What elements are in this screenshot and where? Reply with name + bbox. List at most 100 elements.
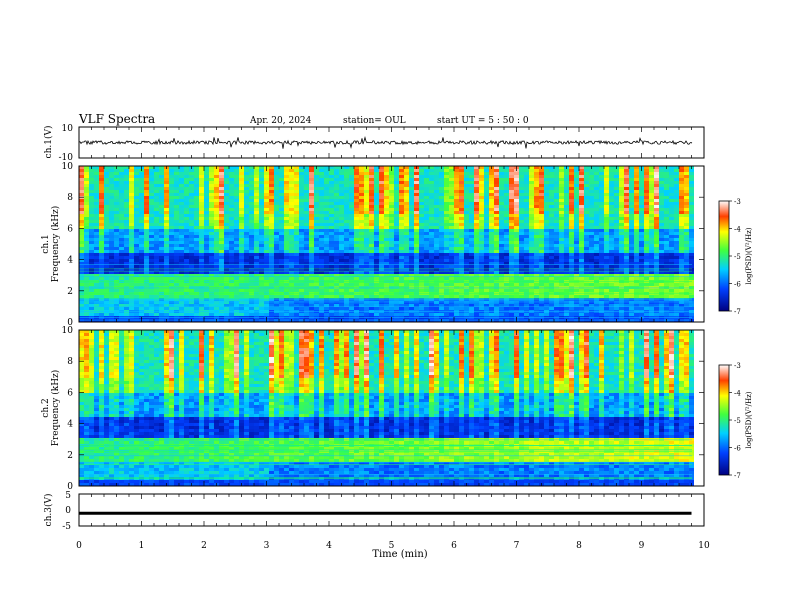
spectrogram-cell [484,307,490,311]
spectrogram-cell [314,229,320,233]
spectrogram-cell [509,265,515,269]
spectrogram-cell [324,247,330,251]
spectrogram-cell [529,304,535,308]
spectrogram-cell [354,241,360,245]
spectrogram-cell [289,259,295,263]
spectrogram-cell [279,235,285,239]
spectrogram-cell [204,169,210,173]
spectrogram-cell [379,262,385,266]
spectrogram-cell [184,247,190,251]
spectrogram-cell [299,223,305,227]
spectrogram-cell [269,205,275,209]
spectrogram-cell [509,196,515,200]
spectrogram-cell [419,310,425,314]
spectrogram-cell [189,313,195,317]
spectrogram-cell [259,214,265,218]
spectrogram-cell [184,319,190,323]
spectrogram-cell [449,175,455,179]
spectrogram-cell [494,178,500,182]
spectrogram-cell [299,307,305,311]
spectrogram-cell [84,292,90,296]
spectrogram-cell [129,229,135,233]
spectrogram-cell [344,178,350,182]
spectrogram-cell [374,313,380,317]
spectrogram-cell [124,202,130,206]
spectrogram-cell [534,199,540,203]
spectrogram-cell [94,241,100,245]
spectrogram-cell [544,292,550,296]
spectrogram-cell [539,214,545,218]
spectrogram-cell [269,178,275,182]
spectrogram-cell [459,250,465,254]
spectrogram-cell [289,217,295,221]
spectrogram-cell [304,226,310,230]
spectrogram-cell [439,229,445,233]
spectrogram-cell [159,187,165,191]
spectrogram-cell [284,178,290,182]
spectrogram-cell [394,220,400,224]
spectrogram-cell [199,184,205,188]
spectrogram-cell [344,166,350,170]
spectrogram-cell [244,307,250,311]
spectrogram-cell [294,175,300,179]
spectrogram-cell [514,304,520,308]
spectrogram-cell [509,205,515,209]
spectrogram-cell [489,244,495,248]
spectrogram-cell [144,235,150,239]
spectrogram-cell [404,250,410,254]
spectrogram-cell [239,235,245,239]
spectrogram-cell [524,277,530,281]
spectrogram-cell [474,196,480,200]
spectrogram-cell [354,307,360,311]
spectrogram-cell [144,250,150,254]
spectrogram-cell [214,244,220,248]
spectrogram-cell [419,292,425,296]
spectrogram-cell [339,256,345,260]
spectrogram-cell [149,214,155,218]
spectrogram-cell [289,277,295,281]
spectrogram-cell [184,313,190,317]
spectrogram-cell [204,172,210,176]
spectrogram-cell [404,202,410,206]
spectrogram-cell [149,220,155,224]
spectrogram-cell [129,268,135,272]
spectrogram-cell [389,244,395,248]
spectrogram-cell [464,229,470,233]
spectrogram-cell [459,169,465,173]
spectrogram-cell [339,196,345,200]
spectrogram-cell [429,166,435,170]
spectrogram-cell [129,196,135,200]
spectrogram-cell [159,178,165,182]
spectrogram-cell [374,184,380,188]
spectrogram-cell [489,205,495,209]
spectrogram-cell [174,265,180,269]
spectrogram-cell [99,313,105,317]
spectrogram-cell [209,283,215,287]
spectrogram-cell [389,211,395,215]
spectrogram-cell [394,271,400,275]
spectrogram-cell [529,220,535,224]
spectrogram-cell [244,220,250,224]
spectrogram-cell [499,295,505,299]
spectrogram-cell [109,250,115,254]
spectrogram-cell [294,268,300,272]
spectrogram-cell [124,223,130,227]
spectrogram-cell [454,310,460,314]
spectrogram-cell [174,184,180,188]
spectrogram-cell [204,232,210,236]
spectrogram-cell [114,313,120,317]
spectrogram-cell [119,250,125,254]
spectrogram-cell [109,175,115,179]
spectrogram-cell [129,250,135,254]
spectrogram-cell [299,319,305,323]
spectrogram-cell [414,184,420,188]
spectrogram-cell [394,310,400,314]
spectrogram-cell [104,274,110,278]
spectrogram-cell [414,307,420,311]
spectrogram-cell [269,169,275,173]
spectrogram-cell [124,211,130,215]
spectrogram-cell [399,271,405,275]
spectrogram-cell [489,313,495,317]
spectrogram-cell [244,289,250,293]
spectrogram-cell [229,283,235,287]
